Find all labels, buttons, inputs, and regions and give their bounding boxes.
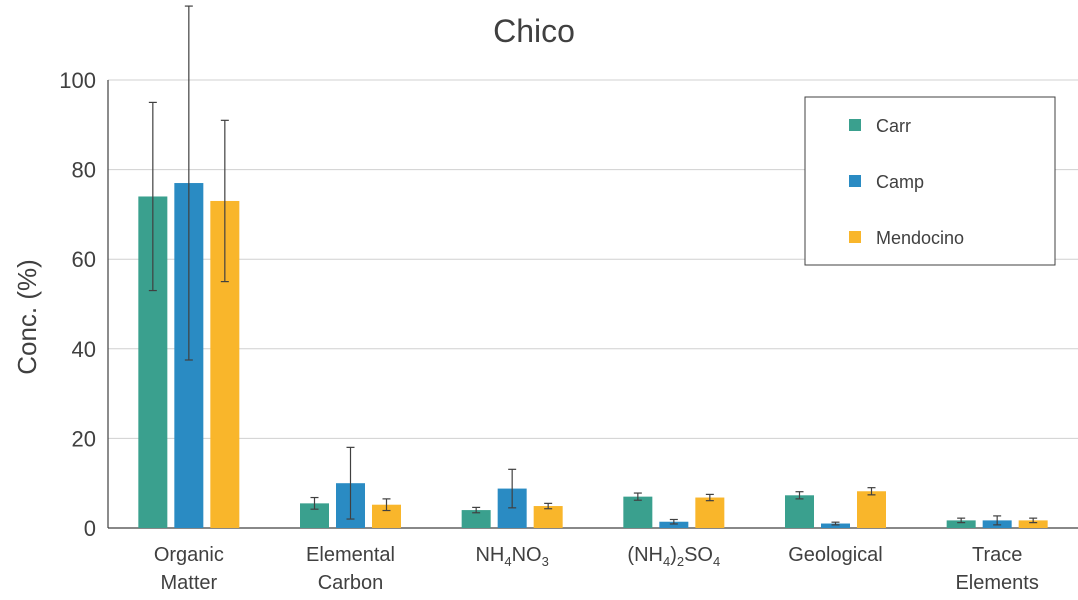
legend-box	[804, 96, 1056, 266]
x-category-label: Elemental	[306, 544, 395, 566]
legend-label-carr: Carr	[876, 116, 911, 136]
error-bar-carr-5	[957, 517, 966, 524]
bar-mendocino-2	[533, 506, 563, 528]
error-bar-camp-3	[669, 518, 678, 525]
bar-mendocino-4	[857, 491, 886, 528]
error-bar-mendocino-0	[220, 119, 229, 283]
error-bar-mendocino-4	[867, 487, 876, 496]
y-tick-label: 20	[72, 426, 96, 451]
y-axis-label: Conc. (%)	[12, 259, 42, 375]
legend-swatch-mendocino	[849, 231, 861, 243]
x-category-labels: Organic Matter Elemental Carbon NH4NO3 (NH4)2…	[154, 544, 1039, 594]
error-bar-camp-1	[346, 446, 355, 520]
y-tick-label: 80	[72, 158, 96, 183]
bar-mendocino-1	[372, 504, 401, 528]
bar-carr-4	[785, 495, 814, 528]
error-bar-mendocino-1	[382, 498, 391, 512]
y-tick-label: 40	[72, 337, 96, 362]
bar-carr-2	[461, 510, 491, 528]
bar-mendocino-5	[1018, 520, 1048, 528]
chart-title: Chico	[493, 13, 575, 49]
error-bar-camp-4	[831, 521, 840, 526]
error-bar-carr-3	[633, 492, 642, 501]
x-category-label: Organic	[154, 544, 224, 566]
x-category-label: Carbon	[318, 572, 384, 594]
bar-camp-4	[821, 523, 850, 528]
legend: Carr Camp Mendocino	[804, 96, 1056, 266]
y-tick-labels: 0 20 40 60 80 100	[59, 68, 96, 541]
y-tick-label: 100	[59, 68, 96, 93]
error-bar-carr-2	[472, 506, 481, 514]
bar-carr-5	[946, 520, 976, 528]
bar-camp-3	[659, 521, 689, 528]
y-tick-label: 60	[72, 247, 96, 272]
error-bar-mendocino-5	[1029, 517, 1038, 524]
legend-swatch-camp	[849, 175, 861, 187]
error-bar-mendocino-3	[705, 493, 714, 502]
error-bar-carr-1	[310, 496, 319, 510]
legend-label-mendocino: Mendocino	[876, 228, 964, 248]
error-bar-camp-5	[993, 515, 1002, 526]
legend-swatch-carr	[849, 119, 861, 131]
gridlines	[107, 79, 1078, 529]
error-bar-mendocino-2	[544, 502, 553, 510]
x-category-label: Geological	[788, 544, 883, 566]
error-bar-carr-4	[795, 491, 804, 500]
error-bar-camp-2	[508, 468, 517, 509]
bar-mendocino-3	[695, 497, 725, 528]
x-category-label: (NH4)2SO4	[627, 544, 720, 569]
error-bars	[148, 5, 1038, 526]
x-category-label: Trace	[972, 544, 1022, 566]
legend-label-camp: Camp	[876, 172, 924, 192]
x-category-label: NH4NO3	[475, 544, 548, 569]
y-tick-label: 0	[84, 516, 96, 541]
x-category-label: Matter	[160, 572, 217, 594]
x-category-label: Elements	[955, 572, 1038, 594]
error-bar-camp-0	[184, 5, 193, 361]
error-bar-carr-0	[148, 101, 157, 292]
bar-carr-3	[623, 496, 653, 528]
